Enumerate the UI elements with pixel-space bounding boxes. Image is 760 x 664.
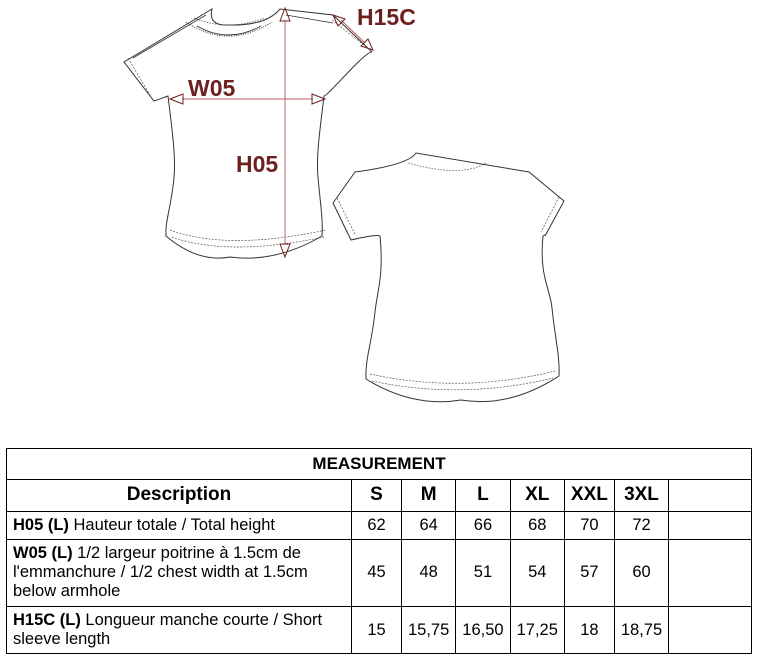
svg-text:H15C: H15C bbox=[357, 4, 416, 30]
svg-text:H05: H05 bbox=[236, 151, 278, 177]
svg-text:W05: W05 bbox=[188, 75, 236, 101]
